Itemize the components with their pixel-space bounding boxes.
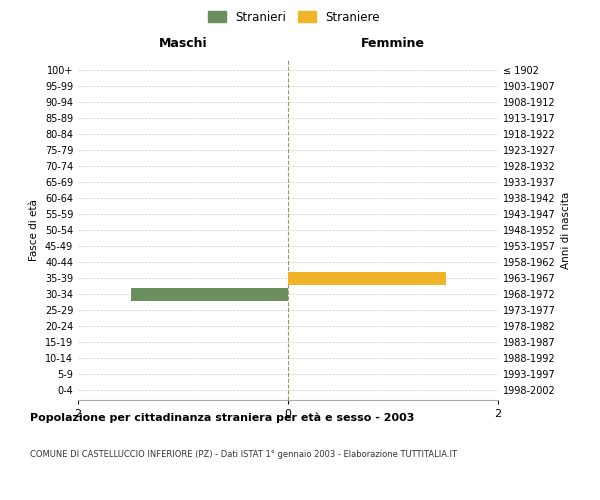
Y-axis label: Fasce di età: Fasce di età <box>29 199 39 261</box>
Text: Femmine: Femmine <box>361 38 425 51</box>
Text: COMUNE DI CASTELLUCCIO INFERIORE (PZ) - Dati ISTAT 1° gennaio 2003 - Elaborazion: COMUNE DI CASTELLUCCIO INFERIORE (PZ) - … <box>30 450 457 459</box>
Legend: Stranieri, Straniere: Stranieri, Straniere <box>203 6 385 28</box>
Text: Maschi: Maschi <box>158 38 208 51</box>
Text: Popolazione per cittadinanza straniera per età e sesso - 2003: Popolazione per cittadinanza straniera p… <box>30 412 415 423</box>
Bar <box>130 288 288 300</box>
Y-axis label: Anni di nascita: Anni di nascita <box>561 192 571 268</box>
Bar <box>288 272 445 284</box>
